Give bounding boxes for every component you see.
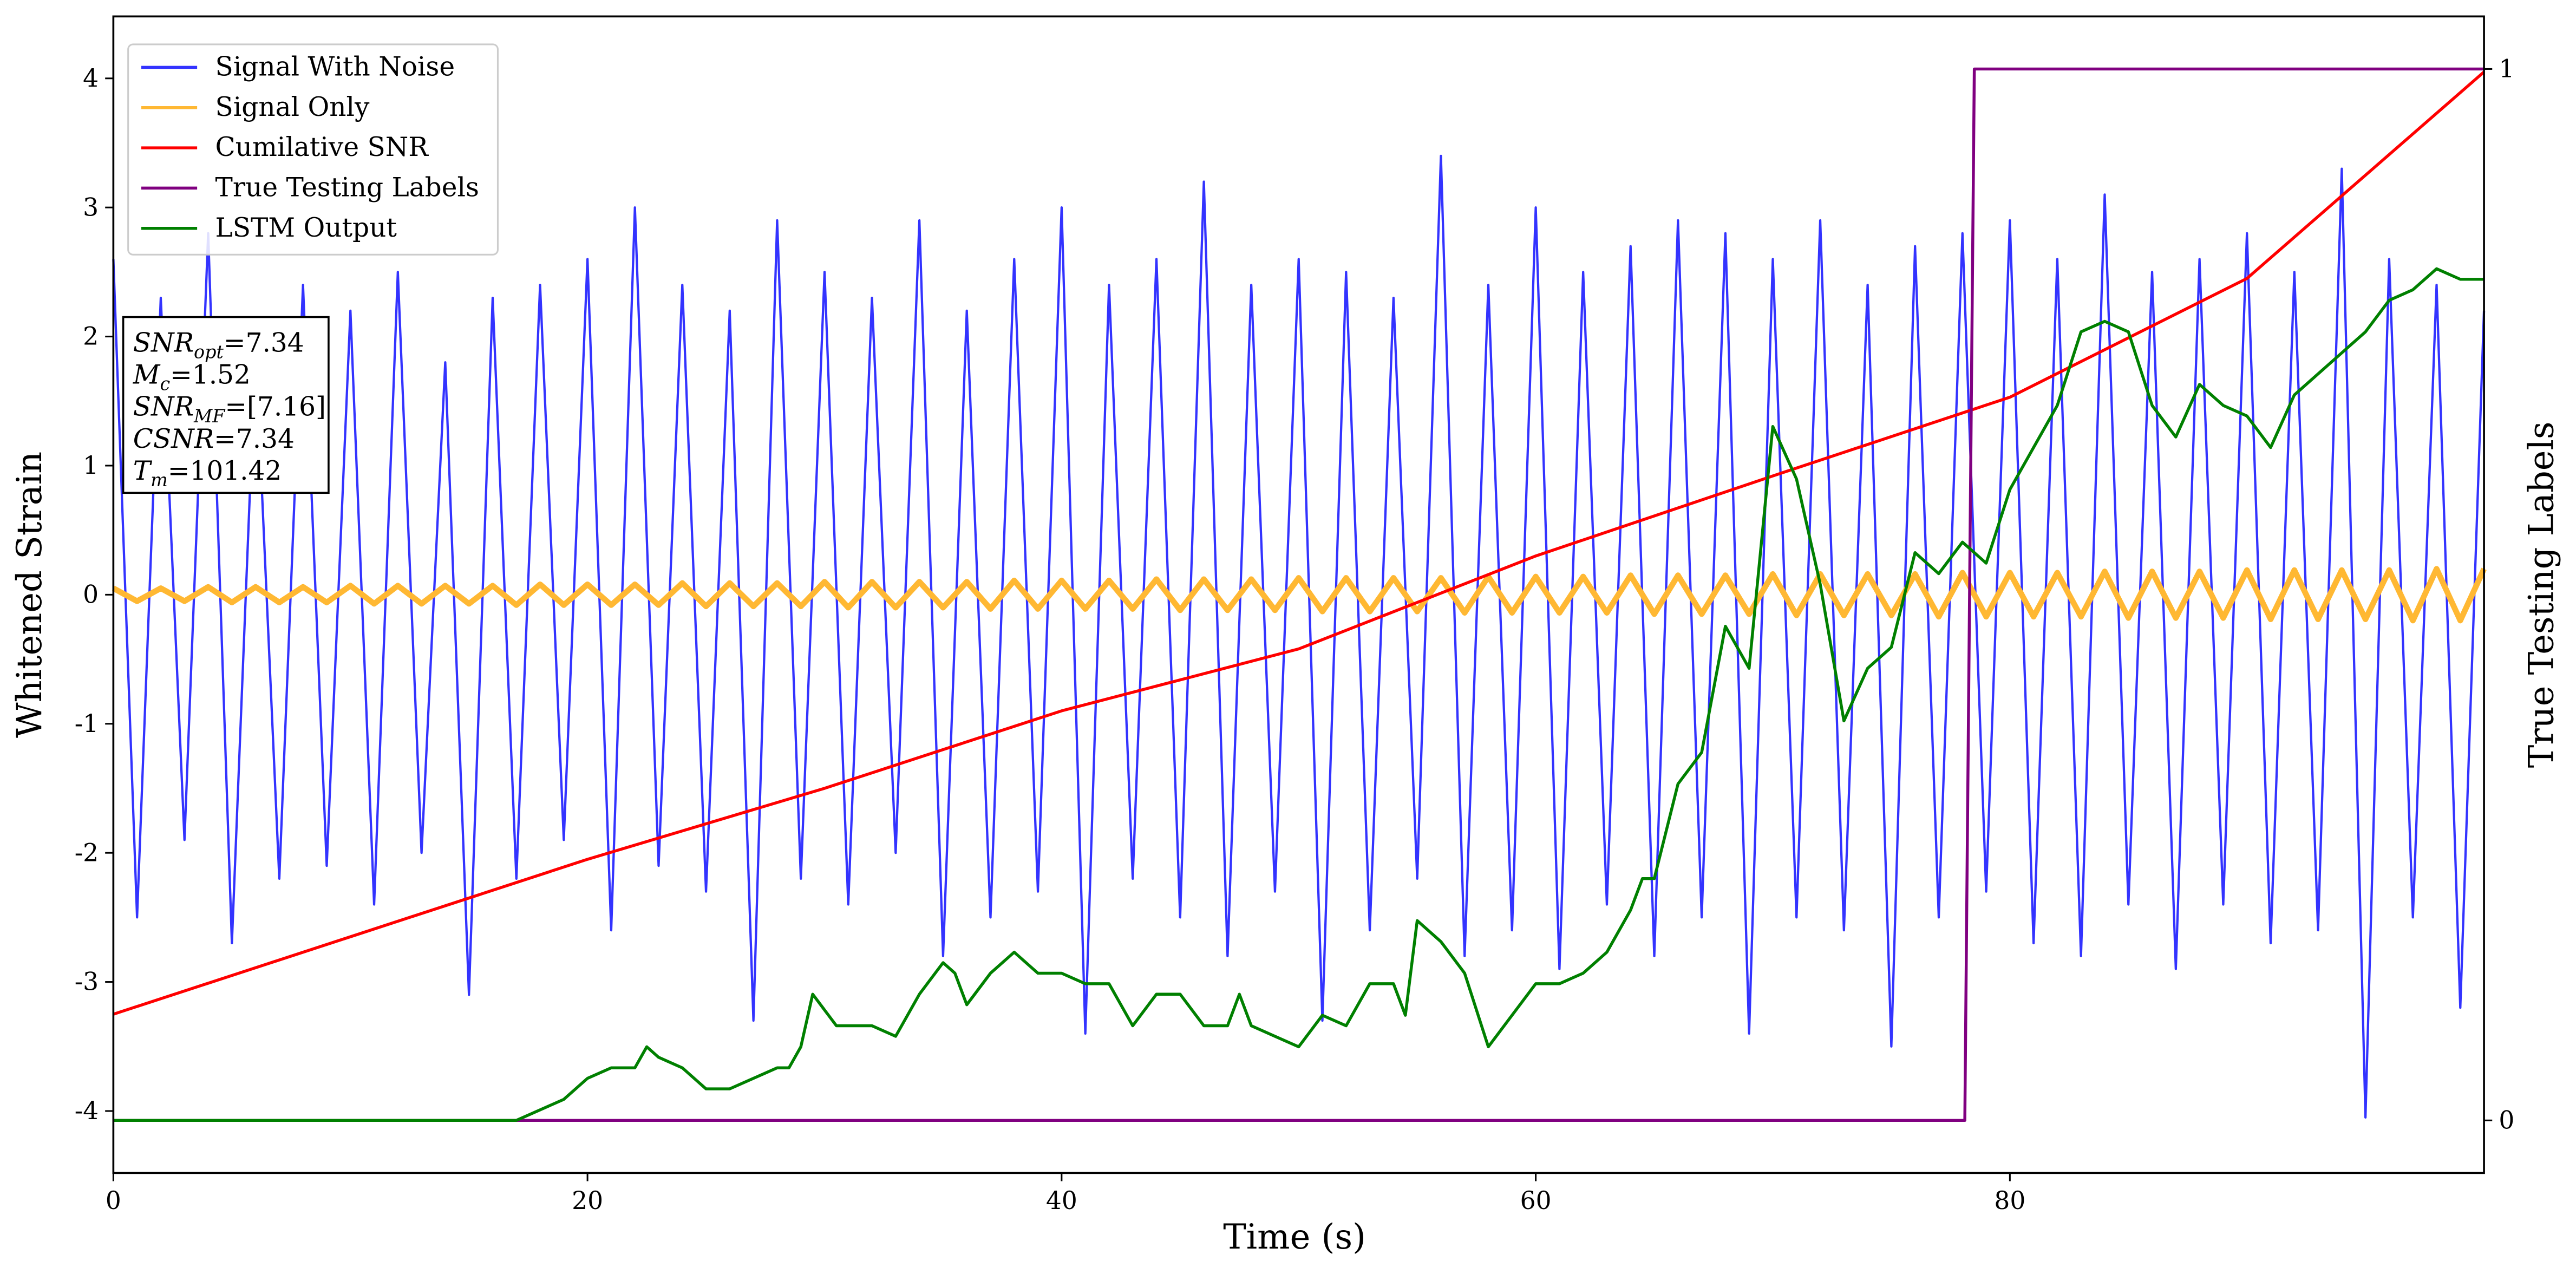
annotation-subscript: c [160, 374, 170, 395]
annotation-subscript: MF [193, 406, 226, 427]
annotation-value: =7.34 [214, 424, 295, 454]
legend: Signal With Noise Signal Only Cumilative S… [127, 43, 499, 256]
y2-tick-label: 1 [2499, 55, 2514, 83]
plot-area [112, 67, 2487, 1122]
y-tick-label: -2 [75, 838, 99, 867]
series-line [113, 267, 2485, 1122]
y-axis-label: Whitened Strain [10, 452, 50, 738]
annotation-value: =101.42 [168, 456, 282, 486]
annotation-symbol: T [133, 456, 153, 486]
annotation-line: Mc=1.52 [133, 360, 251, 394]
series-line [112, 154, 2486, 1119]
annotation-symbol: M [133, 360, 161, 390]
annotation-symbol: CSNR [133, 424, 214, 454]
annotation-line: CSNR=7.34 [133, 424, 295, 454]
annotation-subscript: opt [194, 341, 224, 362]
y-tick-label: -3 [75, 968, 99, 996]
x-tick-label: 60 [1520, 1186, 1552, 1215]
series-line [112, 566, 2487, 624]
annotation-line: SNRopt=7.34 [133, 328, 304, 362]
legend-label: True Testing Labels [215, 173, 479, 203]
x-axis-label: Time (s) [1223, 1217, 1366, 1257]
legend-label: Cumilative SNR [215, 132, 429, 162]
annotation-value: =7.34 [224, 328, 304, 358]
y-tick-label: 4 [83, 64, 99, 93]
y2-tick-label: 0 [2499, 1106, 2514, 1134]
y-tick-label: 2 [83, 322, 99, 351]
x-tick-label: 0 [106, 1186, 121, 1215]
annotation-box: SNRopt=7.34Mc=1.52SNRMF=[7.16]CSNR=7.34T… [122, 316, 330, 494]
y-tick-label: 1 [83, 451, 99, 480]
annotation-value: =1.52 [170, 360, 251, 390]
annotation-symbol: SNR [133, 392, 194, 422]
series-line [113, 67, 2485, 1122]
x-tick-label: 80 [1994, 1186, 2025, 1215]
y-tick-label: -4 [75, 1096, 99, 1125]
series-line [113, 70, 2485, 1016]
annotation-subscript: m [151, 469, 168, 491]
x-tick-label: 40 [1046, 1186, 1077, 1215]
annotation-symbol: SNR [133, 328, 194, 358]
legend-label: Signal With Noise [215, 52, 455, 82]
y-tick-label: 3 [83, 193, 99, 221]
y-tick-label: 0 [83, 580, 99, 609]
annotation-line: SNRMF=[7.16] [133, 392, 326, 427]
annotation-value: =[7.16] [225, 392, 326, 422]
y2-axis-label: True Testing Labels [2522, 421, 2562, 768]
legend-label: LSTM Output [215, 213, 397, 243]
legend-label: Signal Only [215, 92, 370, 122]
annotation-frame [122, 316, 330, 494]
annotation-line: Tm=101.42 [133, 456, 282, 491]
x-tick-label: 20 [572, 1186, 603, 1215]
y-tick-label: -1 [75, 709, 99, 738]
legend-box [127, 43, 499, 256]
